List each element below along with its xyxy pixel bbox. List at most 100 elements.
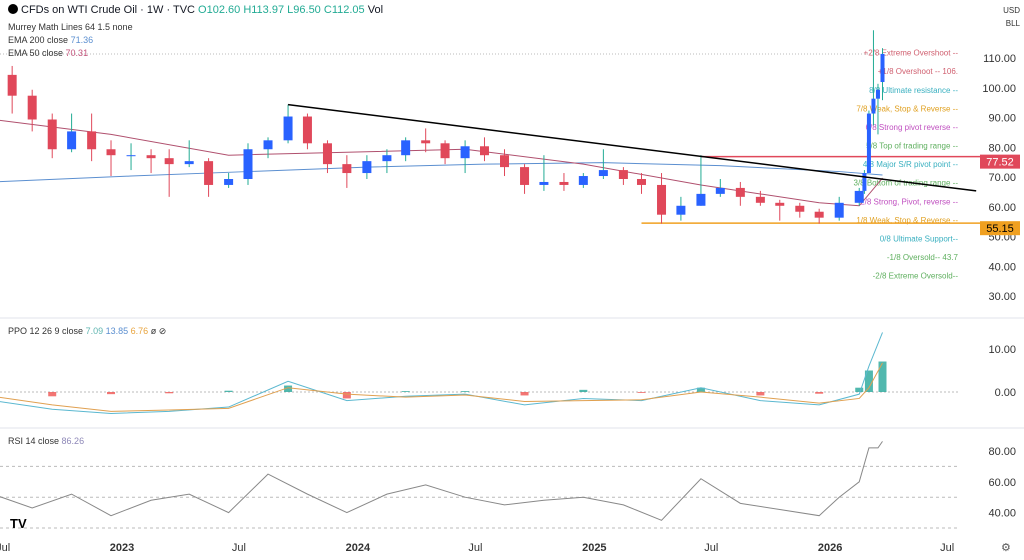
rsi-axis-tick: 60.00	[988, 477, 1016, 489]
ppo-signal-line	[0, 362, 883, 412]
time-axis-tick: Jul	[232, 542, 246, 554]
candle	[146, 155, 156, 159]
price-axis-tick: 30.00	[988, 291, 1016, 303]
candle	[224, 179, 234, 185]
price-axis-tick: 70.00	[988, 172, 1016, 184]
ema200-value: 71.36	[70, 35, 94, 45]
ppo-histogram-bar	[520, 392, 529, 396]
visibility-icon[interactable]: ø ⊘	[150, 326, 167, 336]
ema50-legend[interactable]: EMA 50 close 70.31	[8, 48, 88, 58]
time-axis-tick: Jul	[0, 542, 10, 554]
candle	[618, 170, 628, 179]
murrey-level-label: 8/8 Ultimate resistance --	[869, 86, 958, 95]
murrey-level-label: +1/8 Overshoot -- 106.	[878, 67, 958, 76]
ppo-histogram-bar	[864, 370, 873, 392]
ppo-histogram-bar	[107, 392, 116, 395]
rsi-label: RSI 14 close	[8, 436, 60, 446]
ppo-histogram-bar	[696, 387, 705, 392]
candle	[880, 53, 885, 83]
price-axis-tick: 110.00	[983, 53, 1016, 65]
candle	[735, 187, 745, 197]
ema50-value: 70.31	[65, 48, 89, 58]
murrey-level-label: 5/8 Top of trading range --	[866, 142, 958, 151]
murrey-level-label: 6/8 Strong pivot reverse --	[866, 123, 959, 132]
ppo-axis-tick: 10.00	[988, 344, 1016, 356]
candle	[866, 113, 871, 174]
ppo-label: PPO 12 26 9 close	[8, 326, 84, 336]
rsi-axis-tick: 80.00	[988, 446, 1016, 458]
candle	[875, 89, 880, 99]
candle	[401, 140, 411, 156]
tradingview-logo-icon: TV	[10, 516, 27, 531]
ppo-histogram-bar	[342, 392, 351, 399]
rsi-axis-tick: 40.00	[988, 508, 1016, 520]
rsi-line	[0, 441, 883, 521]
candle	[263, 140, 273, 150]
currency-label[interactable]: USD	[1003, 6, 1020, 15]
candle	[7, 74, 17, 96]
candle	[67, 131, 77, 150]
volume-label: Vol	[367, 4, 384, 16]
murrey-level-label: 3/8 Bottom of trading range --	[854, 179, 959, 188]
candle	[479, 146, 489, 156]
murrey-level-label: 7/8 Weak, Stop & Reverse --	[856, 104, 958, 113]
chart-title: CFDs on WTI Crude Oil · 1W · TVC O102.60…	[8, 4, 383, 16]
candle	[302, 116, 312, 144]
candle	[47, 119, 57, 150]
price-label-bg	[980, 154, 1020, 169]
time-axis-tick: Jul	[940, 542, 954, 554]
ppo-legend[interactable]: PPO 12 26 9 close 7.09 13.85 6.76 ø ⊘	[8, 326, 166, 337]
candle	[440, 143, 450, 159]
candle	[322, 143, 332, 165]
candle	[559, 181, 569, 185]
price-axis-tick: 90.00	[988, 113, 1016, 125]
candle	[854, 190, 864, 203]
price-axis-tick: 60.00	[988, 202, 1016, 214]
ppo-histogram-bar	[579, 389, 588, 392]
candle	[362, 161, 372, 174]
candle	[657, 184, 667, 215]
ppo-histogram-bar	[878, 361, 887, 392]
time-axis-tick: Jul	[704, 542, 718, 554]
candle	[382, 155, 392, 162]
murrey-level-label: 0/8 Ultimate Support--	[880, 235, 959, 244]
ppo-hist-value: 7.09	[85, 326, 104, 336]
candle	[834, 202, 844, 218]
time-axis-tick: 2026	[818, 542, 842, 554]
price-level-label: 77.52	[986, 157, 1014, 169]
candle	[87, 131, 97, 150]
high-value: H113.97	[243, 4, 285, 16]
symbol-title[interactable]: CFDs on WTI Crude Oil · 1W · TVC	[21, 4, 195, 16]
rsi-value: 86.26	[61, 436, 85, 446]
murrey-level-label: +2/8 Extreme Overshoot --	[864, 49, 959, 58]
symbol-logo-icon	[8, 4, 18, 14]
trendline	[287, 103, 977, 192]
candle	[795, 205, 805, 212]
price-axis-tick: 100.00	[982, 83, 1016, 95]
candle	[814, 211, 824, 218]
murrey-legend[interactable]: Murrey Math Lines 64 1.5 none	[8, 22, 133, 32]
ppo-histogram-bar	[461, 391, 470, 392]
ema200-line	[0, 162, 883, 183]
settings-icon[interactable]: ⚙	[1001, 542, 1011, 554]
unit-selector[interactable]: BLL	[1005, 19, 1020, 28]
ppo-value: 13.85	[105, 326, 129, 336]
murrey-level-label: -2/8 Extreme Oversold--	[873, 272, 959, 281]
candle	[204, 161, 214, 185]
candle	[342, 164, 352, 174]
ppo-axis-tick: 0.00	[995, 387, 1016, 399]
ema200-legend[interactable]: EMA 200 close 71.36	[8, 35, 93, 45]
murrey-level-label: 1/8 Weak, Stop & Reverse --	[856, 216, 958, 225]
time-axis-tick: 2024	[346, 542, 371, 554]
time-axis-tick: Jul	[468, 542, 482, 554]
candle	[578, 176, 588, 185]
rsi-legend[interactable]: RSI 14 close 86.26	[8, 436, 84, 446]
candle	[164, 158, 174, 165]
ppo-histogram-bar	[165, 392, 174, 394]
price-axis-tick: 80.00	[988, 142, 1016, 154]
low-value: L96.50	[287, 4, 321, 16]
murrey-level-label: 2/8 Strong, Pivot, reverse --	[860, 197, 958, 206]
price-axis-tick: 40.00	[988, 261, 1016, 273]
ema200-label: EMA 200 close	[8, 35, 69, 45]
